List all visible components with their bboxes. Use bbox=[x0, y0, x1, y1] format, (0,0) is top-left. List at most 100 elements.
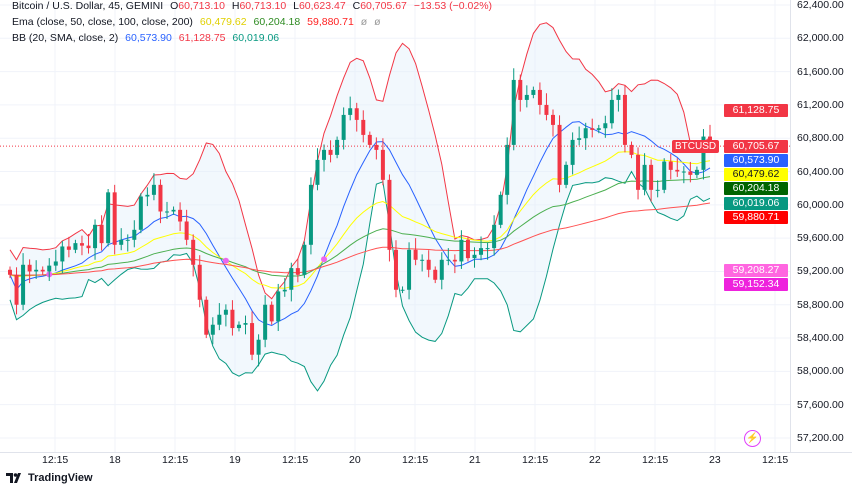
x-tick-label: 23 bbox=[709, 454, 721, 466]
x-tick-label: 21 bbox=[469, 454, 481, 466]
candle-body bbox=[191, 239, 196, 265]
price-axis-label: 59,880.71 bbox=[724, 210, 788, 224]
x-tick-label: 18 bbox=[109, 454, 121, 466]
candle-body bbox=[348, 108, 353, 115]
change-value: −13.53 (−0.02%) bbox=[413, 0, 493, 12]
candle-body bbox=[282, 289, 287, 292]
candle-body bbox=[570, 139, 575, 165]
candle-body bbox=[79, 243, 84, 246]
bb-lower-line bbox=[9, 170, 711, 392]
y-tick-label: 60,800.00 bbox=[797, 132, 844, 145]
candle-body bbox=[250, 323, 255, 355]
candle-body bbox=[158, 184, 163, 212]
bb-fill bbox=[10, 22, 710, 391]
open-label: O bbox=[170, 0, 179, 12]
low-label: L bbox=[293, 0, 299, 12]
candle-body bbox=[27, 264, 32, 272]
candle-body bbox=[236, 324, 241, 329]
candle-body bbox=[53, 261, 58, 266]
ema-extra-2: ø bbox=[374, 16, 381, 28]
candle-body bbox=[112, 192, 117, 245]
candle-body bbox=[125, 239, 130, 241]
candle-body bbox=[335, 139, 340, 155]
candle-body bbox=[204, 299, 209, 335]
legend-ema[interactable]: Ema (close, 50, close, 100, close, 200) … bbox=[12, 16, 385, 28]
x-tick-label: 12:15 bbox=[402, 454, 429, 466]
candle-body bbox=[119, 239, 124, 245]
x-tick-label: 12:15 bbox=[162, 454, 189, 466]
ema-cross-marker bbox=[222, 257, 229, 264]
candle-body bbox=[178, 209, 183, 222]
candle-body bbox=[590, 128, 595, 130]
candle-body bbox=[14, 274, 19, 305]
candle-body bbox=[524, 94, 529, 100]
candle-body bbox=[688, 171, 693, 175]
tradingview-logo[interactable]: TradingView bbox=[6, 472, 93, 484]
ema50-line bbox=[9, 151, 711, 289]
candle-body bbox=[171, 209, 176, 212]
bb-lower-value: 60,019.06 bbox=[232, 32, 280, 44]
candle-body bbox=[47, 265, 52, 272]
y-tick-label: 60,000.00 bbox=[797, 198, 844, 211]
candle-body bbox=[452, 259, 457, 262]
close-label: C bbox=[352, 0, 361, 12]
candle-body bbox=[8, 269, 12, 275]
x-tick-label: 12:15 bbox=[282, 454, 309, 466]
tradingview-logo-icon bbox=[6, 473, 21, 483]
candle-body bbox=[583, 128, 588, 139]
symbol-tag: BTCUSD bbox=[672, 139, 720, 153]
legend-bb[interactable]: BB (20, SMA, close, 2) 60,573.90 61,128.… bbox=[12, 32, 283, 44]
price-axis-label: 60,019.06 bbox=[724, 196, 788, 210]
candle-body bbox=[230, 309, 235, 329]
candle-body bbox=[263, 304, 268, 340]
candle-body bbox=[400, 289, 405, 291]
y-tick-label: 61,200.00 bbox=[797, 98, 844, 111]
candle-body bbox=[681, 171, 686, 173]
x-tick-label: 12:15 bbox=[642, 454, 669, 466]
lightning-icon[interactable]: ⚡ bbox=[744, 430, 761, 447]
candle-body bbox=[302, 244, 307, 275]
candle-body bbox=[426, 259, 431, 270]
y-tick-label: 57,600.00 bbox=[797, 398, 844, 411]
ema100-line bbox=[9, 176, 711, 277]
ema100-value: 60,204.18 bbox=[253, 16, 301, 28]
candle-body bbox=[465, 239, 470, 259]
price-axis-label: 60,705.67 bbox=[724, 139, 788, 153]
candle-body bbox=[596, 128, 601, 130]
legend-main: Bitcoin / U.S. Dollar, 45, GEMINI O60,71… bbox=[12, 0, 496, 12]
candle-body bbox=[518, 79, 523, 100]
open-value: 60,713.10 bbox=[178, 0, 225, 12]
candle-body bbox=[662, 161, 667, 190]
candle-body bbox=[544, 104, 549, 115]
price-axis-label: 61,128.75 bbox=[724, 104, 788, 118]
candle-body bbox=[446, 259, 451, 261]
candle-body bbox=[315, 159, 320, 185]
y-tick-label: 57,200.00 bbox=[797, 431, 844, 444]
price-axis-label: 60,204.18 bbox=[724, 181, 788, 195]
high-label: H bbox=[231, 0, 240, 12]
candle-body bbox=[367, 134, 372, 145]
candle-body bbox=[655, 189, 660, 191]
candle-body bbox=[93, 224, 98, 249]
candle-body bbox=[223, 309, 228, 315]
bb-upper-value: 61,128.75 bbox=[178, 32, 226, 44]
candle-body bbox=[210, 324, 215, 335]
candle-body bbox=[472, 254, 477, 259]
candle-body bbox=[675, 169, 680, 172]
candle-body bbox=[34, 269, 39, 272]
price-axis-label: 60,479.62 bbox=[724, 167, 788, 181]
ema-extra-1: ø bbox=[360, 16, 368, 28]
ema200-line bbox=[9, 202, 711, 276]
candle-body bbox=[322, 149, 327, 160]
candle-body bbox=[636, 154, 641, 190]
candle-body bbox=[73, 243, 78, 250]
candle-body bbox=[433, 269, 438, 280]
candle-body bbox=[668, 161, 673, 170]
candle-body bbox=[289, 268, 294, 290]
candle-body bbox=[66, 246, 71, 250]
candle-body bbox=[505, 144, 510, 195]
candle-body bbox=[256, 339, 261, 355]
candle-body bbox=[498, 194, 503, 225]
candle-body bbox=[106, 192, 111, 244]
